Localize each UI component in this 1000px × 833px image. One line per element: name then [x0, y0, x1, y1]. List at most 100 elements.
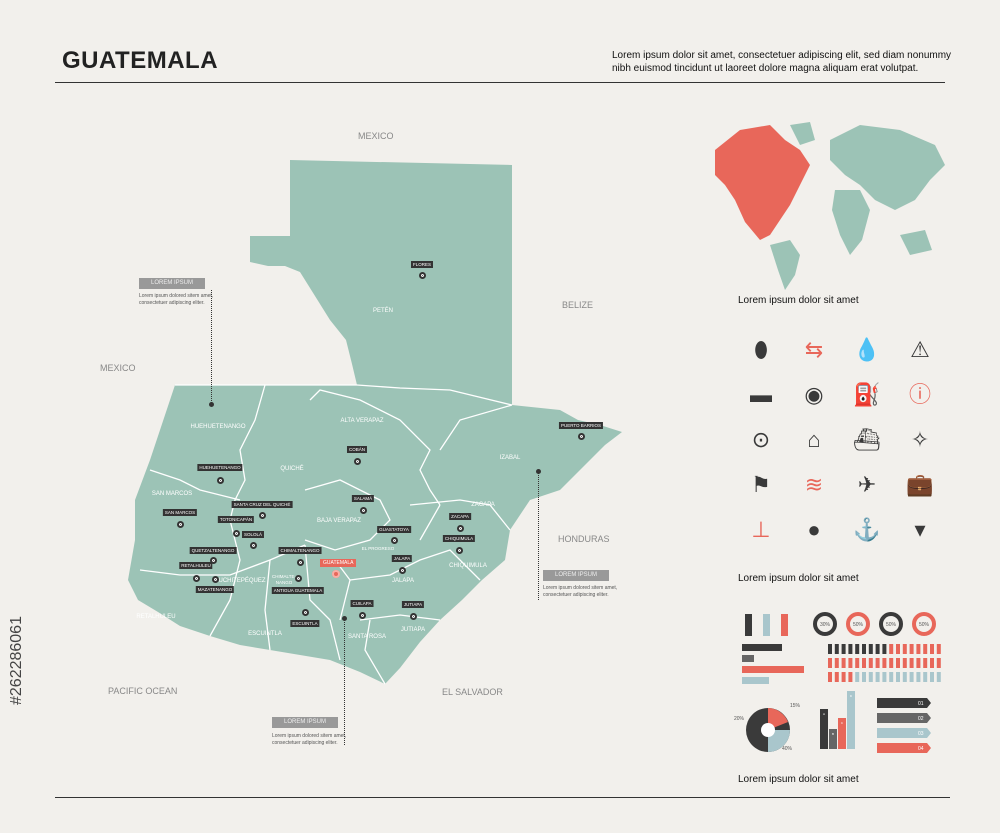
city-marker	[578, 433, 585, 440]
department-label: ALTA VERAPAZ	[340, 418, 384, 424]
person-icon	[923, 658, 928, 668]
person-icon	[862, 644, 866, 654]
callout-text: Lorem ipsum dolored sitem amet, consecte…	[139, 293, 214, 306]
city-marker	[399, 567, 406, 574]
caption: Lorem ipsum dolor sit amet	[738, 774, 859, 785]
city-label: CUILAPA	[350, 600, 374, 607]
person-icon	[781, 614, 788, 636]
city-marker	[177, 521, 184, 528]
person-icon	[828, 644, 832, 654]
city-label: SAN MARCOS	[162, 509, 198, 516]
person-icon	[848, 644, 853, 654]
department-label: IZABAL	[499, 455, 521, 461]
person-icon	[848, 672, 853, 682]
city-label: PUERTO BARRIOS	[558, 422, 604, 429]
person-icon	[896, 658, 900, 668]
callout-pin	[536, 469, 541, 474]
bar-letter: A	[823, 712, 825, 716]
donut-label: 50%	[919, 622, 930, 628]
pie-slice	[768, 730, 790, 752]
person-icon	[763, 614, 770, 636]
person-icon	[841, 658, 846, 668]
donut-label: 50%	[886, 622, 897, 628]
callout-pin	[209, 402, 214, 407]
waves-icon: ≋	[804, 472, 824, 497]
callout-label: LOREM IPSUM	[139, 278, 205, 289]
city-label: MAZATENANGO	[195, 586, 235, 593]
person-icon	[923, 672, 928, 682]
neighbor-label: PACIFIC OCEAN	[108, 686, 178, 696]
person-icon	[889, 644, 894, 654]
city-label: COBÁN	[346, 446, 368, 453]
info-icon: ⓘ	[908, 382, 931, 407]
department-label: SANTA ROSA	[348, 634, 386, 640]
department-label: HUEHUETENANGO	[190, 424, 246, 430]
department-label: QUICHÉ	[280, 466, 304, 472]
callout-line	[211, 290, 212, 403]
fuel-pump-icon: ⛽	[853, 382, 881, 407]
bar	[847, 691, 855, 749]
donut-chart	[879, 612, 903, 636]
bar-row	[742, 677, 769, 684]
department-label: EL PROGRESO	[361, 546, 395, 551]
city-marker	[359, 612, 366, 619]
ship-icon: ⛴	[853, 427, 881, 452]
pie-label: 40%	[782, 746, 793, 752]
country-shape	[128, 160, 622, 684]
person-icon	[841, 672, 846, 682]
person-icon	[896, 644, 900, 654]
person-icon	[930, 644, 934, 654]
person-icon	[882, 672, 887, 682]
city-label: CHIMALTENANGO	[278, 547, 322, 554]
world-map	[715, 122, 945, 290]
bar-letter: D	[850, 694, 853, 698]
bar-row	[742, 655, 754, 662]
capital-marker	[332, 570, 340, 578]
drops-icon: 💧	[853, 337, 881, 362]
person-icon	[868, 658, 873, 668]
city-marker	[233, 530, 240, 537]
map-pin-icon: ⬮	[754, 337, 768, 362]
person-icon	[868, 644, 873, 654]
caption: Lorem ipsum dolor sit amet	[738, 295, 859, 306]
callout-text: Lorem ipsum dolored sitem amet, consecte…	[543, 585, 618, 598]
person-icon	[855, 672, 860, 682]
department-label: RETALHULEU	[136, 614, 176, 620]
warning-icon: ⚠	[910, 337, 930, 362]
person-icon	[896, 672, 900, 682]
pushpin-icon: ⊥	[751, 517, 771, 542]
city-marker	[297, 559, 304, 566]
callout-text: Lorem ipsum dolored sitem amet, consecte…	[272, 733, 347, 746]
airplane-icon: ✈	[857, 472, 877, 497]
step-number: 03	[918, 731, 924, 737]
person-icon	[841, 644, 846, 654]
neighbor-label: MEXICO	[358, 131, 394, 141]
donut-label: 50%	[853, 622, 864, 628]
city-marker	[391, 537, 398, 544]
person-icon	[930, 658, 934, 668]
infographics: 30% 50% 50% 50% 15% 20% 40% A B C D 01 02 03 04	[734, 612, 941, 753]
person-icon	[882, 644, 887, 654]
step-bar	[877, 743, 931, 753]
bar-row	[742, 644, 782, 651]
donut-chart	[846, 612, 870, 636]
person-icon	[909, 672, 914, 682]
person-icon	[834, 672, 839, 682]
person-icon	[868, 672, 873, 682]
person-icon	[889, 658, 894, 668]
south-america	[770, 240, 800, 290]
department-label: SAN MARCOS	[151, 491, 193, 497]
eurasia	[830, 125, 945, 210]
neighbor-label: HONDURAS	[558, 534, 610, 544]
bar-row	[742, 666, 804, 673]
person-icon	[930, 672, 934, 682]
department-label: JALAPA	[392, 578, 414, 584]
city-marker	[259, 512, 266, 519]
person-icon	[834, 644, 839, 654]
chevron-down-icon: ▾	[914, 517, 926, 542]
circle-dot-icon: ⊙	[751, 427, 771, 452]
neighbor-label: EL SALVADOR	[442, 687, 503, 697]
city-label: ANTIGUA GUATEMALA	[271, 587, 325, 594]
department-label: SUCHITEPÉQUEZ	[214, 578, 266, 584]
